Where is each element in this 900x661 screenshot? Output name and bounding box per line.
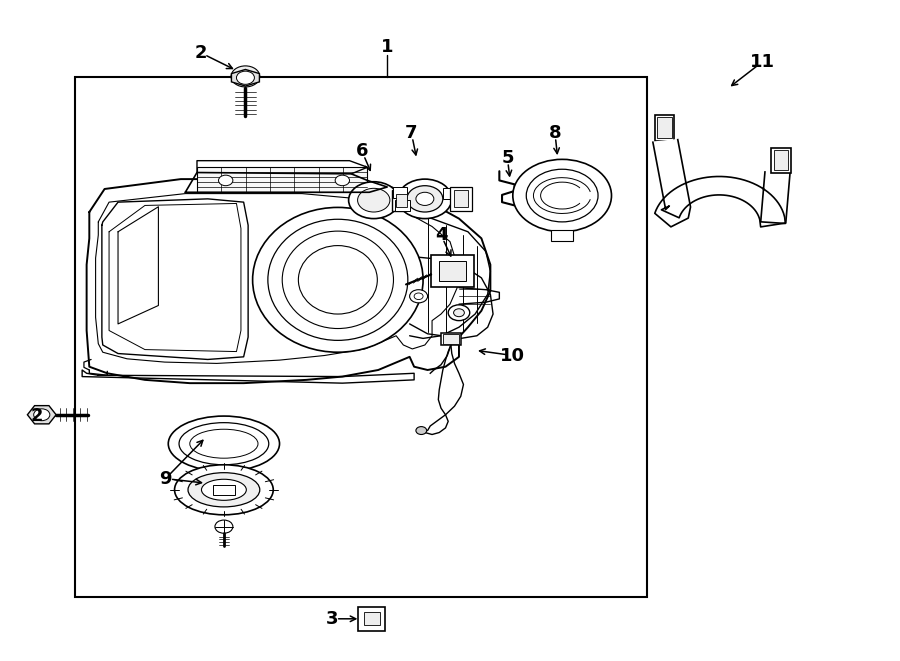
Text: 2: 2 [31, 407, 43, 425]
Circle shape [357, 188, 390, 212]
Ellipse shape [188, 473, 260, 507]
Bar [213, 485, 235, 495]
Text: 11: 11 [750, 53, 775, 71]
Circle shape [416, 192, 434, 206]
Bar [443, 334, 459, 344]
Text: 6: 6 [356, 143, 368, 161]
Circle shape [410, 290, 427, 303]
Polygon shape [27, 406, 56, 424]
Ellipse shape [190, 429, 258, 458]
Text: 4: 4 [435, 226, 447, 244]
Bar [392, 187, 407, 198]
Ellipse shape [253, 208, 423, 352]
Ellipse shape [283, 231, 393, 329]
Circle shape [526, 169, 598, 222]
Circle shape [448, 305, 470, 321]
Bar [654, 114, 674, 141]
Circle shape [33, 408, 50, 420]
Bar [441, 333, 461, 345]
Ellipse shape [168, 416, 280, 471]
Text: 9: 9 [159, 469, 172, 488]
Circle shape [407, 186, 443, 212]
Circle shape [414, 293, 423, 299]
Bar [431, 255, 474, 287]
Bar [75, 77, 647, 597]
Bar [774, 150, 788, 170]
Circle shape [416, 426, 427, 434]
Bar [396, 194, 407, 207]
Polygon shape [652, 139, 790, 227]
Bar [197, 167, 367, 192]
Text: 3: 3 [325, 610, 338, 628]
Bar [450, 187, 472, 211]
Ellipse shape [268, 219, 408, 340]
Polygon shape [231, 69, 259, 86]
Ellipse shape [202, 479, 247, 500]
Bar [439, 261, 466, 281]
Ellipse shape [299, 246, 377, 314]
Bar [364, 612, 380, 625]
Bar [395, 200, 410, 211]
Circle shape [398, 179, 452, 219]
Circle shape [219, 175, 233, 186]
Text: 10: 10 [500, 346, 526, 364]
Bar [454, 190, 468, 208]
Text: 7: 7 [405, 124, 418, 142]
Circle shape [215, 520, 233, 533]
Circle shape [237, 71, 255, 85]
Bar [657, 117, 671, 138]
Bar [443, 188, 457, 199]
Text: 1: 1 [381, 38, 393, 56]
Text: 8: 8 [549, 124, 562, 142]
Circle shape [454, 309, 464, 317]
Ellipse shape [179, 422, 269, 465]
Ellipse shape [175, 465, 274, 515]
Bar [771, 147, 791, 173]
Bar [392, 190, 411, 211]
Text: 5: 5 [501, 149, 514, 167]
Bar [358, 607, 385, 631]
Text: 2: 2 [194, 44, 207, 61]
Circle shape [513, 159, 611, 232]
Circle shape [231, 66, 260, 87]
Circle shape [348, 182, 399, 219]
Bar [552, 231, 573, 241]
Circle shape [335, 175, 349, 186]
